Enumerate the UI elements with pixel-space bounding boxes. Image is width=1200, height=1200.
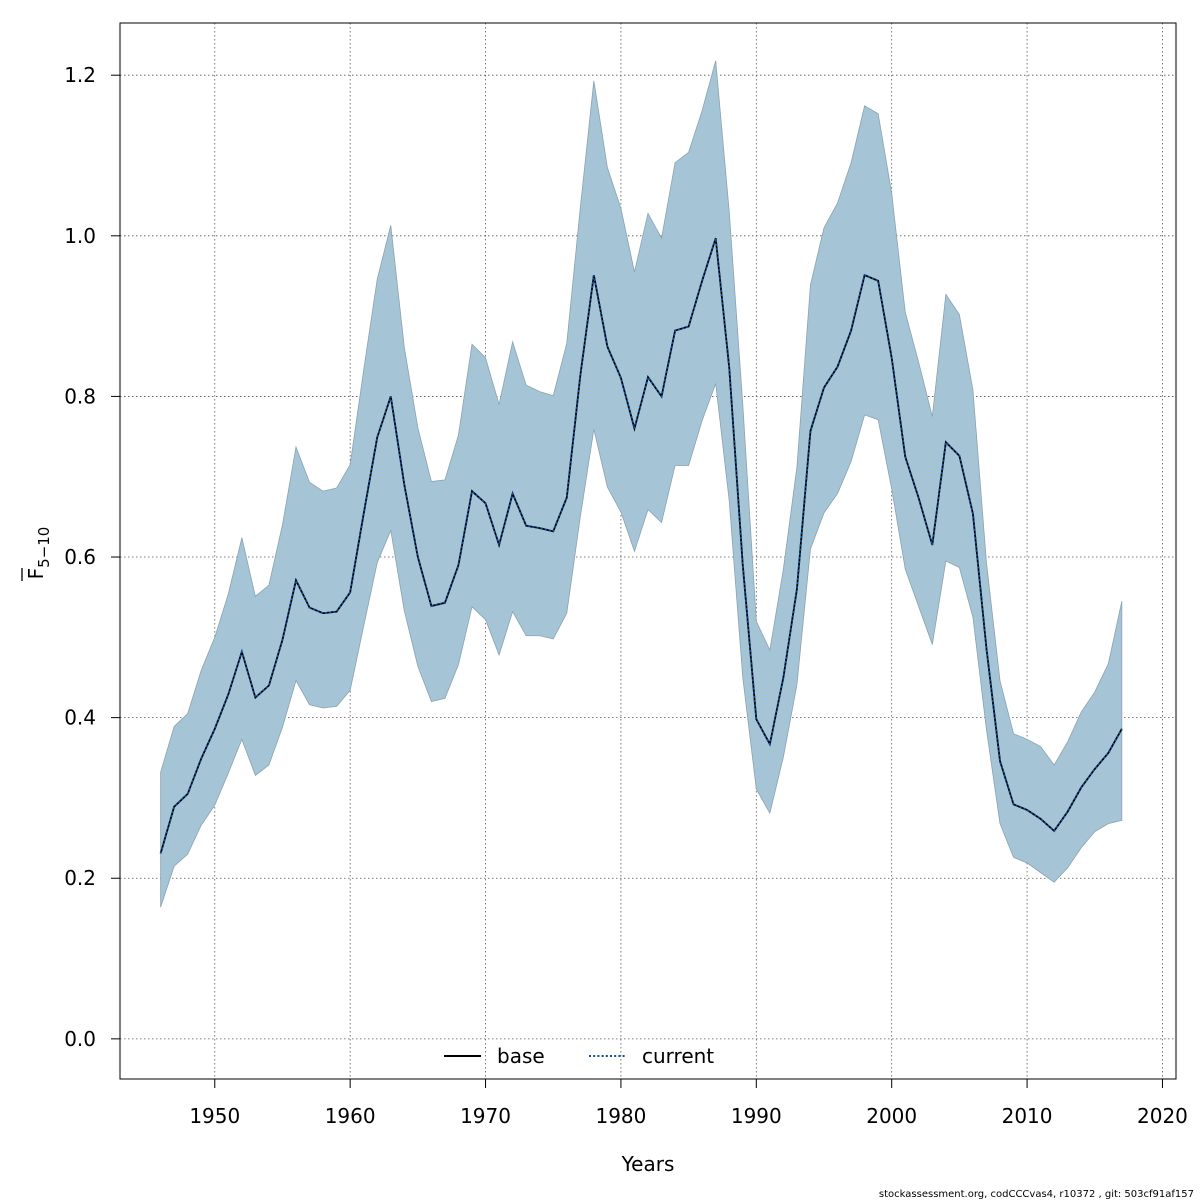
series-line-current [159, 237, 1123, 854]
y-tick-label: 0.8 [64, 384, 96, 408]
y-tick-label: 0.4 [64, 706, 96, 730]
x-tick-label: 1970 [460, 1104, 511, 1128]
footer-credit: stockassessment.org, codCCCvas4, r10372 … [879, 1189, 1194, 1200]
x-tick-label: 1980 [595, 1104, 646, 1128]
x-tick-label: 1990 [731, 1104, 782, 1128]
x-axis: 1950 1960 1970 1980 1990 2000 2010 2020 [189, 1078, 1188, 1128]
y-tick-label: 1.0 [64, 224, 96, 248]
y-tick-label: 1.2 [64, 63, 96, 87]
series-lines [159, 237, 1123, 854]
y-tick-label: 0.6 [64, 545, 96, 569]
confidence-band [160, 60, 1123, 908]
x-tick-label: 1960 [325, 1104, 376, 1128]
y-axis-title-text: F5−10 [24, 527, 53, 580]
y-axis-title-subscript: 5−10 [35, 527, 53, 568]
x-tick-label: 2010 [1002, 1104, 1053, 1128]
y-tick-label: 0.2 [64, 866, 96, 890]
x-tick-label: 2000 [866, 1104, 917, 1128]
x-axis-title: Years [621, 1152, 675, 1176]
confidence-band-area [160, 60, 1123, 908]
y-axis: 0.0 0.2 0.4 0.6 0.8 1.0 1.2 [64, 63, 121, 1051]
x-tick-label: 1950 [189, 1104, 240, 1128]
x-tick-label: 2020 [1137, 1104, 1188, 1128]
y-tick-label: 0.0 [64, 1027, 96, 1051]
legend-label-current: current [642, 1044, 714, 1068]
legend-label-base: base [497, 1044, 545, 1068]
legend: base current [444, 1044, 714, 1068]
y-axis-title-symbol: F [24, 568, 48, 580]
y-axis-title: F5−10 [21, 527, 53, 581]
